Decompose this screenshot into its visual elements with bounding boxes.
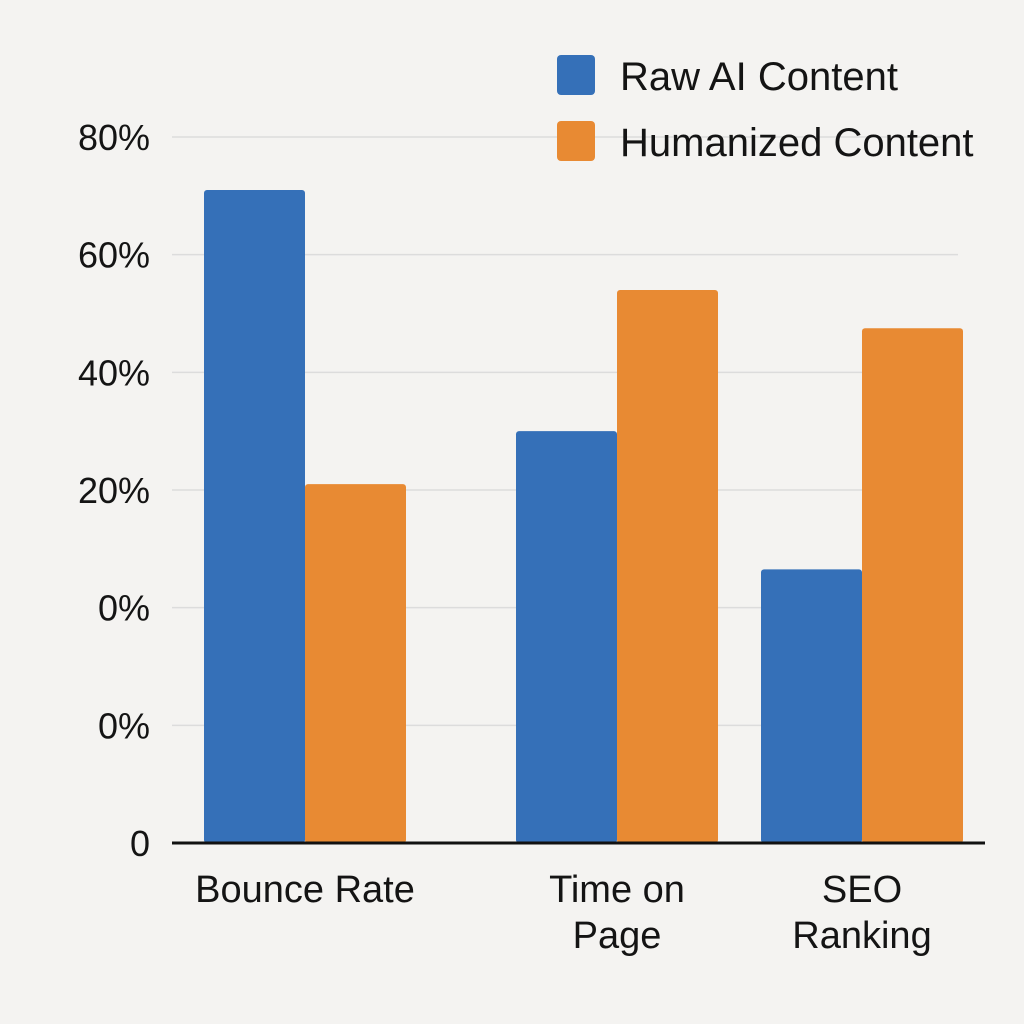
- x-tick-label: Time on Page: [549, 869, 685, 957]
- legend: Raw AI Content Humanized Content: [557, 55, 974, 165]
- bar-humanized-content: [305, 484, 406, 843]
- y-tick-label: 80%: [78, 117, 150, 158]
- bar-humanized-content: [617, 289, 718, 843]
- y-tick-label: 0%: [98, 705, 150, 746]
- bars: [204, 189, 963, 843]
- bar-humanized-content: [862, 328, 963, 843]
- x-tick-label: SEO Ranking: [792, 869, 931, 957]
- bar-raw-ai-content: [516, 431, 617, 843]
- bar-raw-ai-content: [761, 569, 862, 843]
- y-tick-label: 40%: [78, 352, 150, 393]
- legend-label: Raw AI Content: [620, 55, 898, 99]
- y-tick-label: 0: [130, 823, 150, 864]
- axes: 0 0% 0% 20% 40% 60% 80% Bounce Rate Time on Page S…: [78, 117, 985, 957]
- y-tick-label: 0%: [98, 588, 150, 629]
- legend-label: Humanized Content: [620, 121, 974, 165]
- legend-swatch: [557, 55, 595, 95]
- y-tick-label: 60%: [78, 235, 150, 276]
- legend-swatch: [557, 121, 595, 161]
- x-tick-label: Bounce Rate: [195, 869, 415, 911]
- y-tick-label: 20%: [78, 470, 150, 511]
- bar-raw-ai-content: [204, 189, 305, 843]
